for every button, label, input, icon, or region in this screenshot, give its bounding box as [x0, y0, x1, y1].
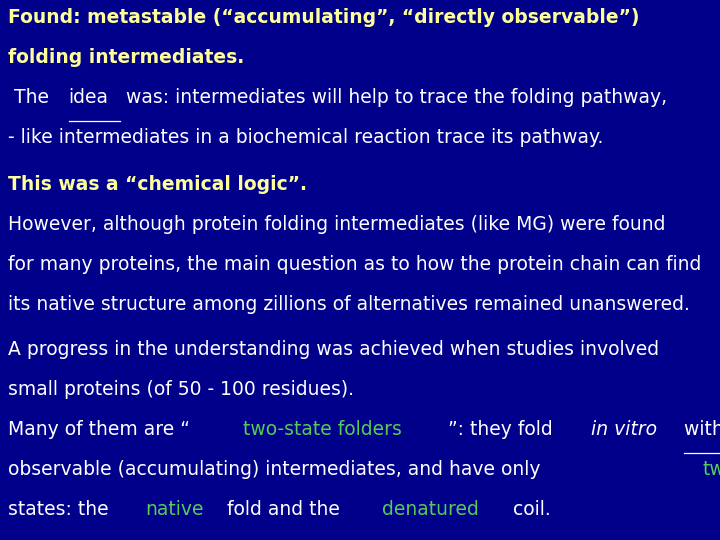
Text: idea: idea: [68, 88, 109, 107]
Text: observable (accumulating) intermediates, and have only: observable (accumulating) intermediates,…: [8, 460, 546, 479]
Text: folding intermediates.: folding intermediates.: [8, 48, 244, 67]
Text: coil.: coil.: [507, 500, 551, 519]
Text: states: the: states: the: [8, 500, 114, 519]
Text: This was a “chemical logic”.: This was a “chemical logic”.: [8, 175, 307, 194]
Text: The: The: [8, 88, 55, 107]
Text: Many of them are “: Many of them are “: [8, 420, 190, 439]
Text: However, although protein folding intermediates (like MG) were found: However, although protein folding interm…: [8, 215, 665, 234]
Text: two: two: [703, 460, 720, 479]
Text: its native structure among zillions of alternatives remained unanswered.: its native structure among zillions of a…: [8, 295, 690, 314]
Text: in vitro: in vitro: [590, 420, 657, 439]
Text: ”: they fold: ”: they fold: [448, 420, 559, 439]
Text: native: native: [145, 500, 204, 519]
Text: for many proteins, the main question as to how the protein chain can find: for many proteins, the main question as …: [8, 255, 701, 274]
Text: fold and the: fold and the: [221, 500, 346, 519]
Text: without any: without any: [684, 420, 720, 439]
Text: two-state folders: two-state folders: [243, 420, 402, 439]
Text: - like intermediates in a biochemical reaction trace its pathway.: - like intermediates in a biochemical re…: [8, 128, 603, 147]
Text: small proteins (of 50 - 100 residues).: small proteins (of 50 - 100 residues).: [8, 380, 354, 399]
Text: denatured: denatured: [382, 500, 479, 519]
Text: Found: metastable (“accumulating”, “directly observable”): Found: metastable (“accumulating”, “dire…: [8, 8, 639, 27]
Text: A progress in the understanding was achieved when studies involved: A progress in the understanding was achi…: [8, 340, 659, 359]
Text: was: intermediates will help to trace the folding pathway,: was: intermediates will help to trace th…: [120, 88, 667, 107]
